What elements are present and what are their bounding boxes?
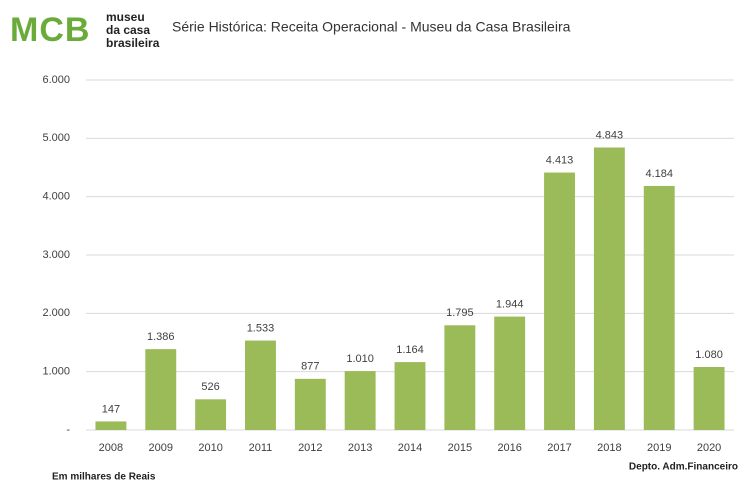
annotation: Em milhares de Reais: [52, 472, 156, 482]
bar: [544, 172, 575, 430]
bar: [145, 349, 177, 430]
x-tick-label: 2016: [497, 442, 521, 454]
data-label: 1.386: [147, 331, 175, 343]
bar: [693, 367, 725, 430]
annotation: Depto. Adm.Financeiro: [629, 462, 738, 473]
data-label: 4.843: [596, 129, 624, 141]
data-label: 1.164: [396, 344, 424, 356]
y-tick-label: 2.000: [42, 307, 70, 319]
x-tick-label: 2020: [697, 442, 721, 454]
bar: [643, 185, 675, 430]
data-label: 1.795: [446, 307, 474, 319]
x-tick-label: 2013: [348, 442, 372, 454]
bar: [494, 316, 526, 430]
x-tick-label: 2012: [298, 442, 322, 454]
bar: [195, 399, 227, 430]
bar: [245, 340, 276, 430]
logo-line: brasileira: [106, 36, 160, 50]
bar: [593, 147, 625, 430]
logo-mark: MCB: [10, 11, 90, 49]
data-label: 147: [102, 403, 120, 415]
y-tick-label: -: [66, 424, 70, 436]
logo-line: da casa: [106, 23, 150, 37]
y-tick-label: 5.000: [42, 132, 70, 144]
bar: [444, 325, 476, 430]
logo-line: museu: [106, 10, 145, 24]
x-tick-label: 2015: [448, 442, 472, 454]
y-tick-label: 3.000: [42, 249, 70, 261]
data-label: 1.010: [346, 353, 374, 365]
data-label: 526: [201, 381, 219, 393]
bar: [394, 362, 426, 430]
x-tick-label: 2019: [647, 442, 671, 454]
data-label: 877: [301, 361, 319, 373]
bar: [294, 378, 326, 430]
bar: [344, 371, 376, 430]
data-label: 1.944: [496, 299, 524, 311]
data-label: 1.080: [695, 349, 723, 361]
x-tick-label: 2017: [547, 442, 571, 454]
y-tick-label: 4.000: [42, 191, 70, 203]
x-tick-label: 2011: [249, 442, 273, 454]
chart-title: Série Histórica: Receita Operacional - M…: [172, 19, 571, 35]
bar: [95, 421, 127, 430]
x-tick-label: 2018: [597, 442, 621, 454]
y-tick-label: 1.000: [42, 366, 70, 378]
x-tick-label: 2009: [149, 442, 173, 454]
data-label: 1.533: [247, 322, 275, 334]
x-tick-label: 2008: [99, 442, 123, 454]
y-tick-label: 6.000: [42, 74, 70, 86]
x-tick-label: 2010: [198, 442, 222, 454]
data-label: 4.413: [546, 154, 574, 166]
x-tick-label: 2014: [398, 442, 422, 454]
data-label: 4.184: [645, 168, 673, 180]
